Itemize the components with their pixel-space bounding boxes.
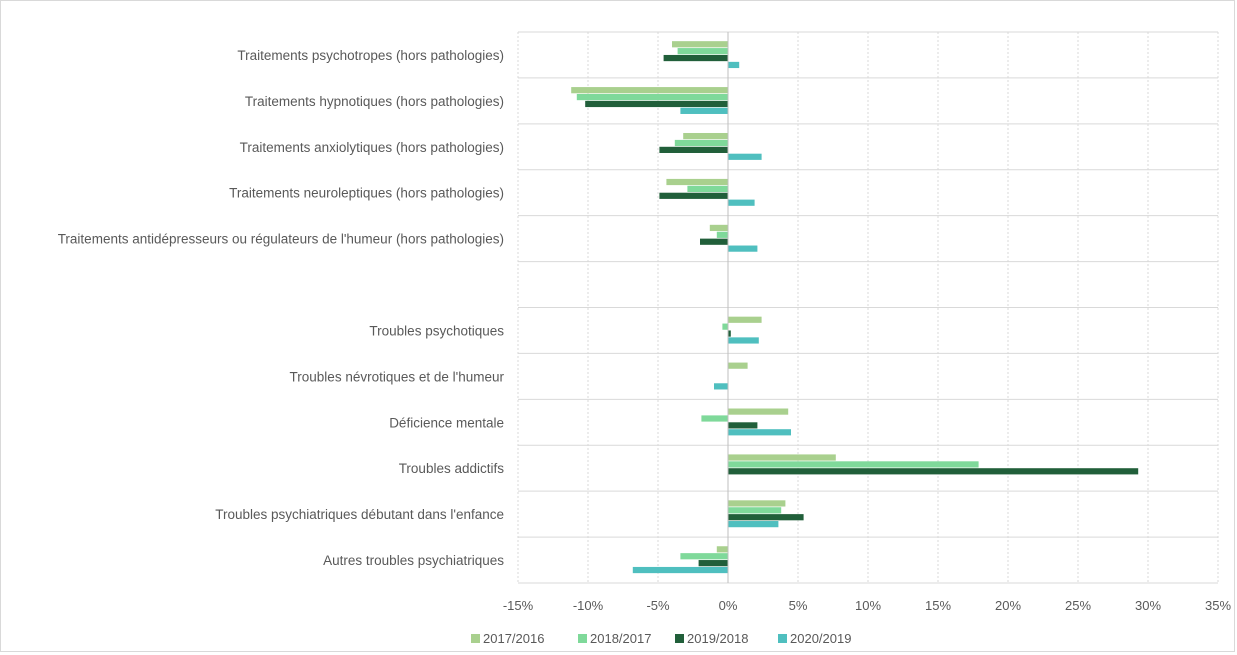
bar-2017-2016 [728,408,789,415]
bar-2019-2018 [728,468,1139,475]
x-tick-label: -10% [573,598,604,613]
category-label: Traitements anxiolytiques (hors patholog… [240,140,504,155]
bar-2020-2019 [632,566,728,574]
legend: 2017/2016 2018/2017 2019/2018 2020/2019 [471,631,851,646]
category-label: Troubles névrotiques et de l'humeur [290,369,505,384]
bar-2017-2016 [728,316,762,323]
bar-2018-2017 [728,461,979,468]
legend-label: 2018/2017 [590,631,651,646]
category-label: Troubles addictifs [399,461,505,476]
bar-2019-2018 [728,422,758,429]
bar-2017-2016 [728,454,836,461]
legend-swatch [578,634,587,643]
bar-2017-2016 [683,132,728,140]
legend-swatch [675,634,684,643]
x-tick-label: 5% [789,598,808,613]
x-tick-label: 15% [925,598,951,613]
bar-2019-2018 [700,238,728,245]
bar-2017-2016 [709,224,728,232]
bar-2017-2016 [728,500,786,507]
bar-2019-2018 [585,100,728,108]
bar-2018-2017 [680,553,728,560]
bar-2018-2017 [722,323,728,330]
bar-2020-2019 [728,429,791,436]
x-tick-label: -5% [646,598,670,613]
category-label: Traitements neuroleptiques (hors patholo… [229,186,504,201]
bar-2019-2018 [698,560,728,567]
legend-label: 2019/2018 [687,631,748,646]
x-tick-label: 30% [1135,598,1161,613]
x-tick-label: 20% [995,598,1021,613]
bar-2017-2016 [571,87,728,94]
legend-label: 2020/2019 [790,631,851,646]
x-tick-label: 35% [1205,598,1231,613]
x-tick-label: 10% [855,598,881,613]
category-label: Autres troubles psychiatriques [323,553,504,568]
x-tick-labels: -15% -10% -5% 0% 5% 10% 15% 20% 25% 30% 35% [503,598,1232,613]
bar-2017-2016 [716,546,728,553]
bar-2018-2017 [701,415,728,422]
legend-label: 2017/2016 [483,631,544,646]
bar-2019-2018 [659,192,728,199]
bar-2018-2017 [576,93,728,101]
bar-2020-2019 [728,521,779,528]
bar-2020-2019 [728,337,759,344]
bar-2018-2017 [716,231,728,238]
bar-2019-2018 [728,514,804,521]
bar-2019-2018 [659,146,728,153]
legend-swatch [778,634,787,643]
bar-2019-2018 [663,54,728,62]
bar-2017-2016 [728,362,748,369]
bar-2020-2019 [728,245,758,252]
bar-2018-2017 [674,139,728,147]
bar-2018-2017 [728,507,782,514]
bar-2018-2017 [677,48,728,55]
bar-2019-2018 [728,330,731,337]
category-labels: Traitements psychotropes (hors pathologi… [58,48,505,568]
bar-2020-2019 [728,199,755,206]
bars-layer [571,41,1139,574]
category-label: Troubles psychiatriques débutant dans l'… [215,507,504,522]
category-label: Traitements hypnotiques (hors pathologie… [245,94,504,109]
bar-2017-2016 [666,178,728,186]
bar-2020-2019 [728,153,762,160]
bar-2017-2016 [672,41,728,48]
bar-2018-2017 [687,185,728,193]
grid-layer [517,31,1219,584]
bar-2020-2019 [680,107,728,114]
bar-2020-2019 [714,383,728,390]
bar-2020-2019 [728,61,740,69]
category-label: Troubles psychotiques [369,323,504,338]
category-label: Déficience mentale [389,415,504,430]
category-label: Traitements psychotropes (hors pathologi… [237,48,504,63]
x-tick-label: 25% [1065,598,1091,613]
x-tick-label: 0% [719,598,738,613]
category-label: Traitements antidépresseurs ou régulateu… [58,232,504,247]
legend-swatch [471,634,480,643]
x-tick-label: -15% [503,598,534,613]
